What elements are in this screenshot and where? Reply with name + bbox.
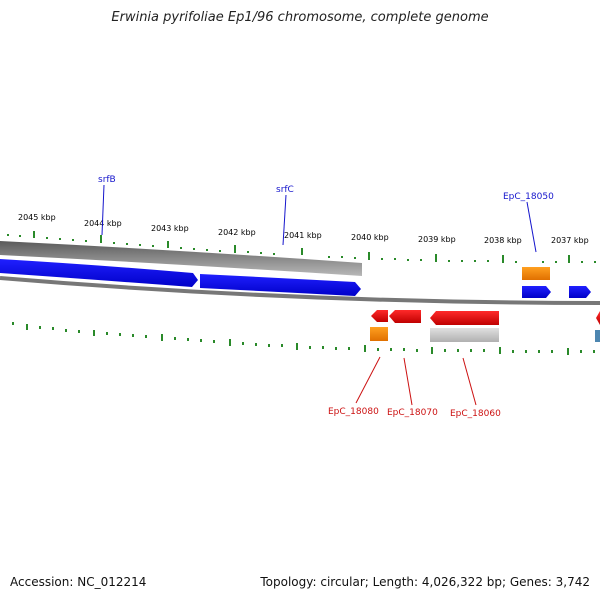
gray-feature-lower[interactable]	[430, 328, 499, 342]
gene-EpC_18050[interactable]	[522, 286, 551, 298]
callout-EpC_18060	[462, 357, 477, 406]
scale-label: 2037 kbp	[551, 236, 589, 245]
gene-EpC_18070[interactable]	[389, 310, 421, 323]
callout-srfB	[101, 184, 105, 236]
scale-label: 2042 kbp	[218, 228, 256, 237]
gene-EpC_18080[interactable]	[371, 310, 388, 322]
label-EpC_18080[interactable]: EpC_18080	[328, 407, 379, 417]
scale-label: 2045 kbp	[18, 213, 56, 222]
gene-srfB[interactable]	[0, 259, 198, 287]
label-srfB[interactable]: srfB	[98, 175, 116, 185]
orange-feature-lower[interactable]	[370, 327, 388, 341]
gene-srfC[interactable]	[200, 274, 361, 296]
genome-backbone	[0, 276, 600, 305]
genome-summary-text: Topology: circular; Length: 4,026,322 bp…	[260, 575, 590, 589]
upper-tick-track	[7, 231, 596, 263]
callout-EpC_18050	[526, 201, 537, 253]
label-srfC[interactable]: srfC	[276, 185, 294, 195]
label-EpC_18060[interactable]: EpC_18060	[450, 409, 501, 419]
label-EpC_18050[interactable]: EpC_18050	[503, 192, 554, 202]
scale-labels: 2045 kbp 2044 kbp 2043 kbp 2042 kbp 2041…	[18, 213, 589, 245]
lower-tick-track	[12, 322, 595, 355]
gene-red-right[interactable]	[596, 311, 600, 325]
scale-label: 2038 kbp	[484, 236, 522, 245]
gene-blue-right[interactable]	[569, 286, 591, 298]
callout-srfC	[282, 194, 287, 246]
scale-label: 2039 kbp	[418, 235, 456, 244]
callout-EpC_18070	[403, 357, 413, 406]
label-EpC_18070[interactable]: EpC_18070	[387, 408, 438, 418]
gene-EpC_18060[interactable]	[430, 311, 499, 325]
map-title: Erwinia pyrifoliae Ep1/96 chromosome, co…	[111, 10, 489, 25]
scale-label: 2043 kbp	[151, 224, 189, 233]
accession-text: Accession: NC_012214	[10, 575, 147, 589]
callout-lines	[101, 184, 537, 406]
orange-feature-upper[interactable]	[522, 267, 550, 280]
scale-label: 2041 kbp	[284, 231, 322, 240]
scale-label: 2040 kbp	[351, 233, 389, 242]
callout-EpC_18080	[355, 356, 381, 404]
upper-operon-bar	[0, 241, 362, 276]
teal-feature-lower[interactable]	[595, 330, 600, 342]
